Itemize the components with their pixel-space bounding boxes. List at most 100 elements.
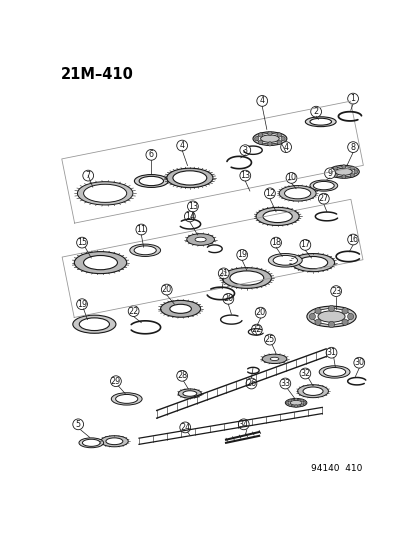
Circle shape: [255, 308, 266, 318]
Ellipse shape: [312, 309, 350, 325]
Circle shape: [310, 106, 321, 117]
Text: 32: 32: [299, 369, 310, 378]
Circle shape: [245, 378, 256, 389]
Text: 2: 2: [313, 107, 318, 116]
Ellipse shape: [268, 254, 301, 267]
Text: 29: 29: [111, 377, 121, 386]
Circle shape: [264, 334, 275, 345]
Ellipse shape: [287, 399, 304, 406]
Text: 10: 10: [286, 173, 296, 182]
Text: 19: 19: [237, 251, 247, 260]
Ellipse shape: [93, 188, 117, 198]
Ellipse shape: [262, 211, 292, 223]
Circle shape: [267, 142, 271, 146]
Circle shape: [347, 234, 358, 245]
Ellipse shape: [166, 168, 212, 188]
Circle shape: [349, 166, 354, 170]
Ellipse shape: [256, 133, 282, 144]
Ellipse shape: [139, 176, 163, 185]
Circle shape: [300, 404, 303, 407]
Ellipse shape: [291, 254, 334, 272]
Ellipse shape: [83, 184, 126, 203]
Circle shape: [276, 140, 281, 144]
Circle shape: [184, 211, 195, 222]
Ellipse shape: [290, 400, 301, 405]
Circle shape: [238, 419, 249, 430]
Circle shape: [329, 170, 333, 174]
Circle shape: [328, 321, 334, 328]
Ellipse shape: [129, 244, 160, 256]
Ellipse shape: [256, 207, 299, 225]
Circle shape: [341, 165, 345, 168]
Circle shape: [114, 196, 119, 201]
Circle shape: [218, 268, 228, 279]
Ellipse shape: [297, 385, 328, 398]
Ellipse shape: [100, 435, 128, 447]
Circle shape: [309, 313, 315, 320]
Ellipse shape: [82, 439, 100, 446]
Circle shape: [135, 224, 146, 235]
Ellipse shape: [79, 318, 109, 330]
Ellipse shape: [313, 181, 333, 190]
Circle shape: [280, 142, 291, 152]
Ellipse shape: [111, 393, 142, 405]
Ellipse shape: [195, 237, 206, 242]
Text: 3: 3: [242, 146, 247, 155]
Ellipse shape: [79, 438, 103, 448]
Circle shape: [341, 308, 347, 314]
Ellipse shape: [270, 357, 278, 360]
Circle shape: [276, 133, 281, 137]
Text: 94140  410: 94140 410: [310, 464, 361, 473]
Text: 30: 30: [354, 358, 363, 367]
Ellipse shape: [323, 368, 345, 376]
Ellipse shape: [106, 438, 123, 445]
Circle shape: [102, 183, 108, 189]
Circle shape: [76, 299, 87, 310]
Ellipse shape: [83, 184, 126, 203]
Ellipse shape: [309, 180, 337, 191]
Text: 13: 13: [240, 171, 250, 180]
Circle shape: [251, 324, 261, 335]
Text: 5: 5: [76, 420, 81, 429]
Circle shape: [347, 142, 358, 152]
Text: 28: 28: [177, 372, 187, 381]
Circle shape: [176, 140, 187, 151]
Circle shape: [294, 398, 297, 401]
Text: 19: 19: [77, 300, 87, 309]
Text: 18: 18: [271, 238, 280, 247]
Ellipse shape: [252, 132, 286, 146]
Circle shape: [90, 185, 96, 191]
Circle shape: [114, 185, 119, 191]
Ellipse shape: [115, 394, 138, 403]
Text: 17: 17: [299, 240, 310, 249]
Ellipse shape: [309, 118, 331, 125]
Circle shape: [324, 168, 335, 179]
Text: 13: 13: [188, 202, 197, 211]
Circle shape: [236, 249, 247, 260]
Text: 4: 4: [283, 143, 288, 151]
Text: 12: 12: [264, 189, 274, 198]
Ellipse shape: [284, 188, 310, 199]
Ellipse shape: [134, 246, 156, 255]
Circle shape: [347, 313, 353, 320]
Circle shape: [239, 170, 250, 181]
Ellipse shape: [173, 171, 206, 185]
Ellipse shape: [261, 354, 286, 364]
Text: 33: 33: [280, 379, 290, 388]
Circle shape: [83, 170, 93, 181]
Text: 22: 22: [251, 325, 261, 334]
Circle shape: [332, 166, 337, 170]
Text: 21: 21: [218, 269, 228, 278]
Text: 21M–410: 21M–410: [60, 67, 133, 82]
Ellipse shape: [222, 268, 271, 288]
Text: 4: 4: [259, 96, 264, 106]
Text: 11: 11: [136, 225, 146, 234]
Circle shape: [286, 401, 288, 404]
Circle shape: [102, 198, 108, 203]
Circle shape: [110, 376, 121, 386]
Circle shape: [161, 284, 172, 295]
Ellipse shape: [285, 399, 306, 407]
Circle shape: [73, 419, 83, 430]
Ellipse shape: [73, 315, 116, 333]
Ellipse shape: [331, 167, 355, 177]
